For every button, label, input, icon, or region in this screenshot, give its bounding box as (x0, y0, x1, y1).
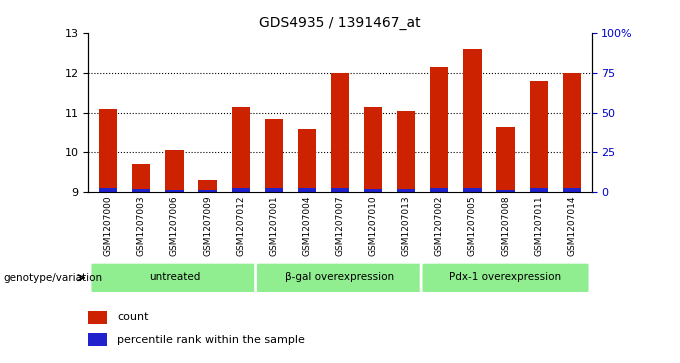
Bar (430, 188, 448, 192)
Bar (397, 110, 415, 192)
Bar (199, 180, 217, 192)
Bar (133, 189, 150, 192)
Bar (133, 164, 150, 192)
Bar (562, 188, 581, 192)
Bar (232, 107, 250, 192)
FancyBboxPatch shape (256, 262, 424, 294)
Bar (496, 126, 515, 192)
Bar (496, 190, 515, 192)
Bar (530, 81, 547, 192)
FancyBboxPatch shape (90, 262, 259, 294)
Bar (298, 188, 316, 192)
Bar (364, 107, 382, 192)
Bar (265, 119, 283, 192)
Bar (331, 73, 349, 192)
Bar (530, 188, 547, 192)
Bar (99, 109, 118, 192)
Text: count: count (118, 313, 149, 322)
Bar (265, 188, 283, 192)
Bar (88, 333, 107, 346)
Bar (364, 189, 382, 192)
Bar (165, 150, 184, 192)
Bar (232, 188, 250, 192)
Text: untreated: untreated (149, 272, 200, 282)
Bar (88, 311, 107, 324)
Text: percentile rank within the sample: percentile rank within the sample (118, 335, 305, 345)
Bar (463, 188, 481, 192)
Bar (562, 73, 581, 192)
Bar (463, 49, 481, 192)
Bar (199, 190, 217, 192)
FancyBboxPatch shape (421, 262, 590, 294)
Text: β-gal overexpression: β-gal overexpression (286, 272, 394, 282)
Text: genotype/variation: genotype/variation (3, 273, 103, 283)
Bar (298, 129, 316, 192)
Title: GDS4935 / 1391467_at: GDS4935 / 1391467_at (259, 16, 421, 30)
Bar (165, 190, 184, 192)
Bar (99, 188, 118, 192)
Bar (430, 67, 448, 192)
Bar (397, 189, 415, 192)
Text: Pdx-1 overexpression: Pdx-1 overexpression (449, 272, 562, 282)
Bar (331, 188, 349, 192)
